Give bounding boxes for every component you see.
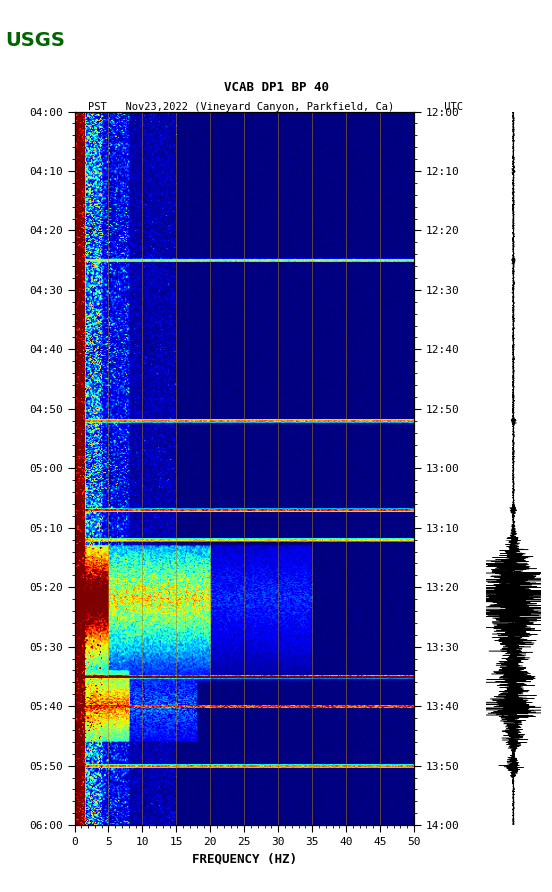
Text: PST   Nov23,2022 (Vineyard Canyon, Parkfield, Ca)        UTC: PST Nov23,2022 (Vineyard Canyon, Parkfie… (88, 102, 464, 112)
Text: USGS: USGS (6, 31, 65, 50)
Text: VCAB DP1 BP 40: VCAB DP1 BP 40 (224, 80, 328, 94)
X-axis label: FREQUENCY (HZ): FREQUENCY (HZ) (192, 853, 297, 865)
